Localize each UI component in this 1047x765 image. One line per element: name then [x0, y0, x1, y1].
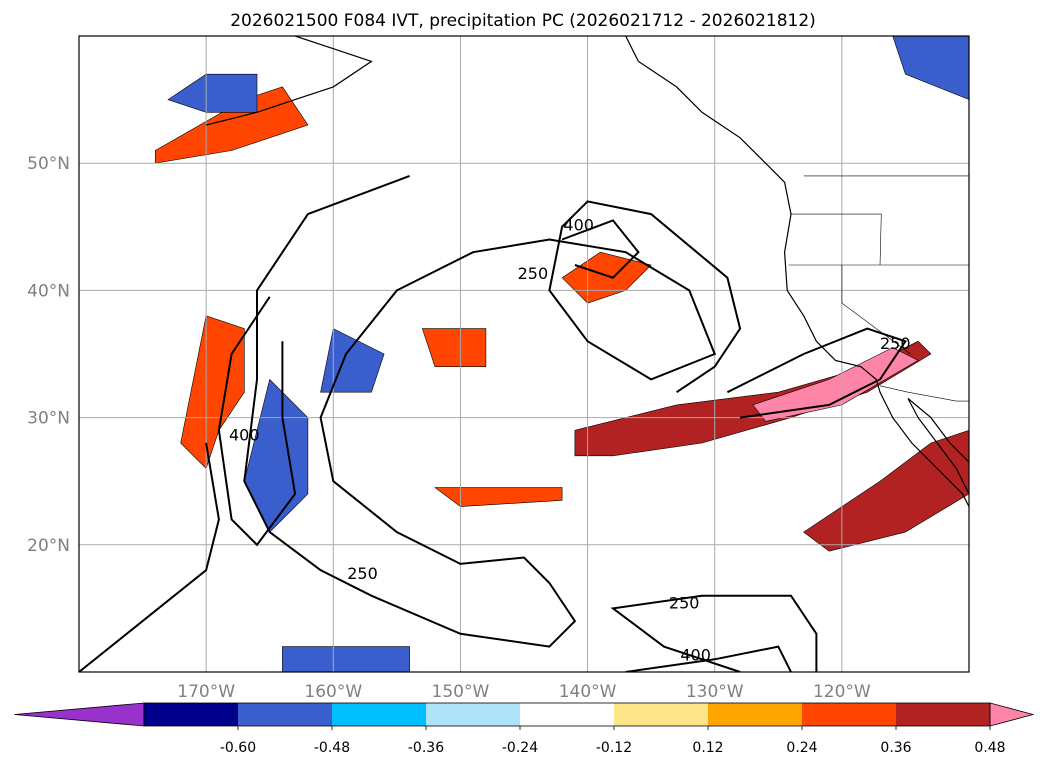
latitude-tick-label: 30°N: [27, 409, 70, 429]
chart-title: 2026021500 F084 IVT, precipitation PC (2…: [230, 11, 816, 31]
coastline: [205, 111, 258, 126]
precip-region: [180, 315, 245, 470]
colorbar-segment: [520, 703, 615, 726]
longitude-tick-label: 140°W: [559, 682, 617, 702]
latitude-tick-label: 50°N: [27, 154, 70, 174]
ivt-contour-label: 250: [347, 564, 378, 583]
ivt-contour-400: [217, 296, 297, 547]
colorbar-tick-label: -0.60: [220, 740, 256, 756]
coastline: [907, 398, 969, 495]
ivt-contour-layer: 250 250 250 250 400 400 400: [79, 174, 911, 672]
colorbar-tick-label: 0.48: [974, 740, 1005, 756]
state-border: [791, 213, 882, 266]
colorbar: -0.60 -0.48 -0.36 -0.24 -0.12 0.12 0.24 0.36 0.4…: [14, 702, 1035, 756]
longitude-tick-label: 160°W: [304, 682, 362, 702]
colorbar-segment: [896, 703, 991, 726]
ivt-contour-label: 250: [518, 264, 549, 283]
colorbar-segment: [144, 703, 239, 726]
coastline-layer: [205, 36, 969, 507]
map-frame: [78, 35, 970, 673]
ivt-contour-label: 400: [563, 216, 594, 235]
colorbar-tick-label: -0.12: [596, 740, 632, 756]
precip-region: [167, 73, 258, 113]
precip-region: [434, 487, 563, 507]
colorbar-segment: [238, 703, 333, 726]
ivt-contour-250: [610, 594, 818, 672]
longitude-tick-label: 170°W: [177, 682, 235, 702]
colorbar-tick-label: 0.36: [880, 740, 911, 756]
coastline: [256, 36, 373, 113]
colorbar-tick-label: -0.36: [408, 740, 444, 756]
ivt-contour-label: 250: [880, 334, 911, 353]
colorbar-tick-label: 0.12: [692, 740, 723, 756]
graticule: [79, 36, 969, 672]
ivt-contour-250: [243, 174, 742, 648]
colorbar-segment: [802, 703, 897, 726]
colorbar-tick-label: -0.24: [502, 740, 538, 756]
longitude-tick-label: 150°W: [432, 682, 490, 702]
map-plot-area: 250 250 250 250 400 400 400: [79, 36, 969, 672]
coastline: [625, 36, 969, 507]
colorbar-extend-max: [989, 702, 1035, 727]
colorbar-segment: [708, 703, 803, 726]
colorbar-tick-label: 0.24: [786, 740, 817, 756]
colorbar-extend-min: [14, 702, 145, 727]
precip-region: [574, 340, 932, 457]
precip-region: [752, 347, 919, 422]
ivt-contour-400: [561, 219, 640, 279]
colorbar-segment: [332, 703, 427, 726]
longitude-tick-labels: 170°W 160°W 150°W 140°W 130°W 120°W: [177, 682, 871, 702]
state-border: [841, 265, 911, 355]
ivt-contour-250: [726, 327, 907, 419]
precip-region: [421, 328, 487, 368]
colorbar-segment: [614, 703, 709, 726]
latitude-tick-label: 20°N: [27, 536, 70, 556]
latitude-tick-labels: 20°N 30°N 40°N 50°N: [27, 154, 70, 556]
colorbar-tick-label: -0.48: [314, 740, 350, 756]
state-border: [879, 385, 969, 402]
ivt-contour-400: [625, 645, 792, 672]
colorbar-segment: [426, 703, 521, 726]
precip-region: [892, 36, 969, 100]
latitude-tick-label: 40°N: [27, 281, 70, 301]
longitude-tick-label: 130°W: [686, 682, 744, 702]
precip-region: [282, 646, 410, 672]
ivt-contour-label: 400: [229, 425, 260, 444]
ivt-contour-250: [79, 442, 220, 672]
colorbar-frame: [143, 702, 991, 727]
longitude-tick-label: 120°W: [813, 682, 871, 702]
precipitation-fill-layer: [155, 36, 969, 672]
ivt-contour-label: 400: [680, 645, 711, 664]
ivt-contour-label: 250: [669, 593, 700, 612]
